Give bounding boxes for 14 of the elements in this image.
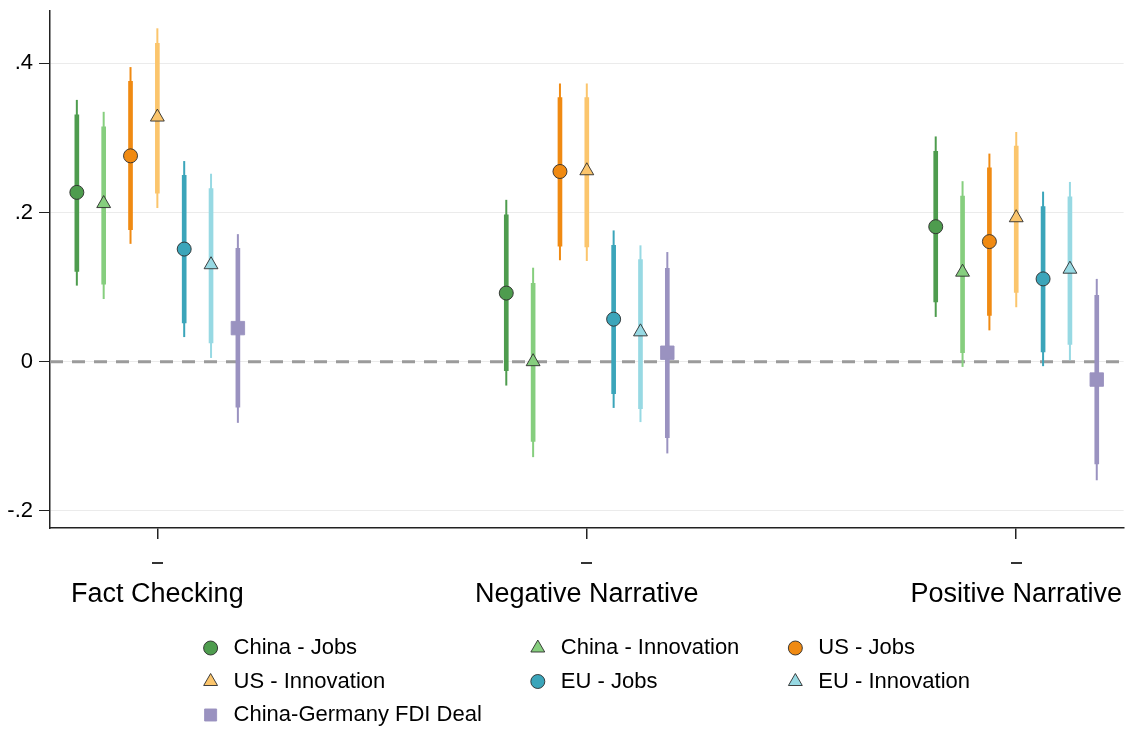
legend-label: EU - Jobs xyxy=(560,667,658,693)
y-tick-label: -.2 xyxy=(7,496,33,522)
x-tick-label: Positive Narrative xyxy=(910,577,1123,608)
legend-label: China - Innovation xyxy=(560,634,740,660)
y-tick-label: .4 xyxy=(14,49,33,75)
x-tick-label: Fact Checking xyxy=(71,577,244,608)
legend-label: US - Jobs xyxy=(818,634,915,660)
legend-label: China-Germany FDI Deal xyxy=(233,701,482,727)
legend-label: China - Jobs xyxy=(233,634,358,660)
y-tick-label: 0 xyxy=(20,347,33,373)
legend-label: US - Innovation xyxy=(233,667,386,693)
y-tick-label: .2 xyxy=(14,198,33,224)
legend-label: EU - Innovation xyxy=(818,667,970,693)
x-tick-label: Negative Narrative xyxy=(475,577,699,608)
